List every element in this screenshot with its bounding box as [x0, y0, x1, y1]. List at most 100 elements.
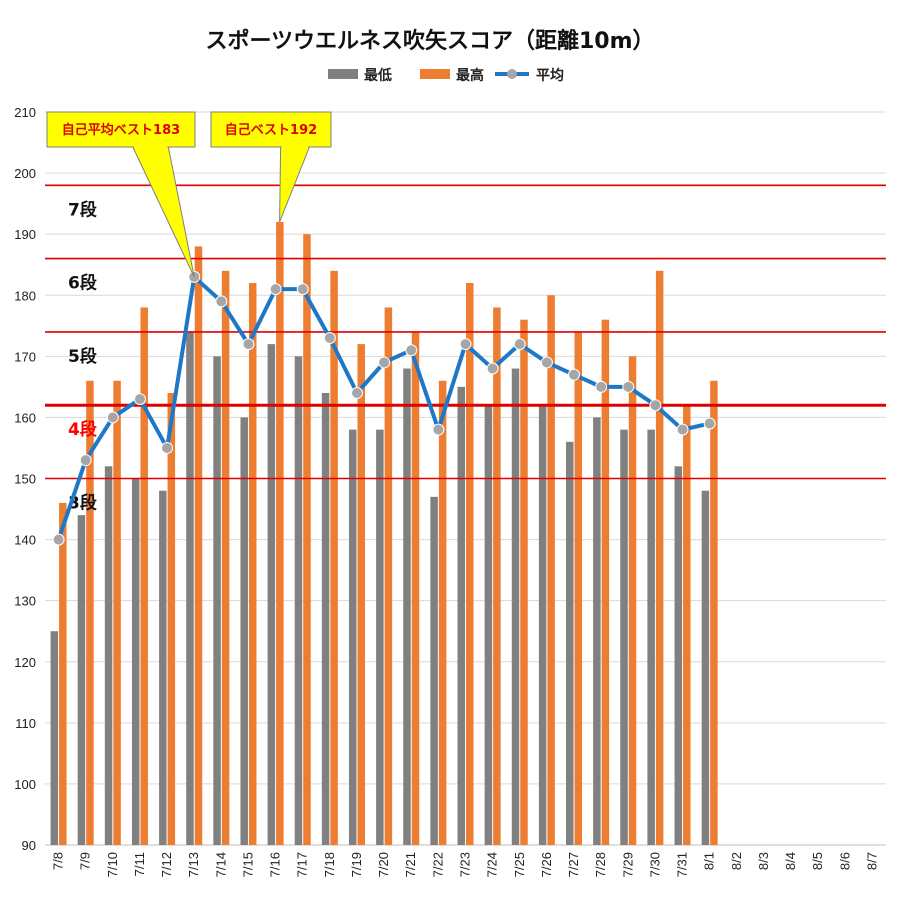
average-point: [595, 380, 608, 393]
y-tick-label: 200: [14, 166, 36, 181]
average-point: [405, 344, 418, 357]
bar-min: [538, 405, 547, 845]
x-tick-label: 7/17: [295, 852, 310, 877]
average-point: [296, 283, 309, 296]
bar-max: [194, 246, 203, 846]
bar-min: [321, 392, 330, 845]
y-tick-label: 110: [15, 716, 36, 731]
bars: [50, 221, 718, 846]
bar-min: [50, 631, 59, 845]
average-point: [79, 454, 92, 467]
bar-min: [186, 331, 194, 845]
x-tick-label: 7/26: [539, 852, 554, 877]
reference-lines: 7段 6段 5段 4段 3段: [45, 184, 886, 514]
x-tick-label: 8/1: [702, 852, 717, 870]
x-tick-label: 8/7: [864, 852, 879, 870]
legend: 最低 最高 平均: [328, 67, 564, 84]
bar-min: [430, 496, 438, 845]
legend-swatch: [420, 69, 450, 79]
y-tick-label: 190: [14, 227, 36, 242]
dan-label: 6段: [68, 273, 97, 294]
bar-max: [628, 356, 637, 845]
x-tick-label: 7/9: [78, 852, 93, 870]
x-tick-label: 7/8: [51, 852, 66, 870]
y-tick-label: 150: [14, 472, 36, 487]
callout-box: [46, 111, 196, 148]
y-tick-label: 100: [14, 777, 36, 792]
bar-min: [294, 356, 303, 845]
bar-min: [104, 466, 113, 845]
bar-min: [484, 405, 493, 845]
x-tick-label: 7/24: [485, 852, 500, 877]
bar-max: [248, 283, 257, 845]
x-tick-label: 8/2: [729, 852, 744, 870]
average-line: [56, 274, 711, 541]
bar-max: [710, 380, 718, 845]
average-point: [568, 368, 581, 381]
callout-text: 自己平均ベスト183: [62, 122, 180, 138]
average-point: [676, 423, 689, 436]
bar-max: [330, 270, 338, 846]
bar-max: [438, 380, 447, 845]
x-tick-label: 8/6: [837, 852, 852, 870]
x-tick-label: 7/30: [647, 852, 662, 877]
average-point: [323, 332, 336, 345]
x-tick-label: 7/28: [593, 852, 608, 877]
bar-max: [59, 502, 67, 845]
x-tick-label: 7/13: [186, 852, 201, 877]
x-tick-label: 7/25: [512, 852, 527, 877]
bar-min: [593, 417, 601, 845]
average-point: [622, 380, 635, 393]
bar-max: [683, 405, 691, 845]
bar-max: [86, 380, 94, 845]
y-tick-label: 180: [14, 288, 36, 303]
x-tick-label: 7/22: [430, 852, 445, 877]
legend-swatch: [328, 69, 358, 79]
dan-label: 4段: [68, 419, 97, 440]
y-tick-label: 90: [22, 838, 36, 853]
callout-text: 自己ベスト192: [225, 122, 317, 138]
x-tick-label: 7/11: [132, 852, 147, 876]
average-point: [649, 399, 662, 412]
x-tick-label: 7/31: [675, 852, 690, 877]
average-point: [215, 295, 228, 308]
x-tick-label: 7/10: [105, 852, 120, 877]
x-tick-label: 7/12: [159, 852, 174, 877]
bar-min: [376, 429, 384, 845]
x-tick-label: 7/15: [240, 852, 255, 877]
callout-pointer: [132, 146, 195, 278]
bar-min: [674, 466, 683, 845]
bar-min: [77, 515, 86, 845]
average-point: [242, 338, 255, 351]
bar-min: [131, 478, 140, 845]
bar-min: [159, 490, 167, 845]
x-tick-label: 7/20: [376, 852, 391, 877]
x-tick-label: 7/29: [620, 852, 635, 877]
x-tick-label: 7/27: [566, 852, 581, 877]
x-axis: 7/8 7/9 7/10 7/11 7/12 7/13 7/14 7/15 7/16 7/17 7/…: [51, 852, 880, 877]
bar-max: [357, 344, 365, 845]
average-point: [486, 362, 499, 375]
x-tick-label: 7/19: [349, 852, 364, 877]
callouts: 自己平均ベスト183 自己ベスト192: [46, 111, 332, 278]
bar-max: [466, 283, 474, 845]
legend-label: 平均: [536, 67, 564, 84]
average-point: [432, 423, 445, 436]
legend-label: 最低: [364, 67, 392, 84]
average-point: [52, 533, 65, 546]
bar-max: [493, 307, 501, 845]
y-axis: 90 100 110 120 130 140 150 160 170 180 190 200 210: [14, 105, 36, 853]
bar-min: [566, 441, 574, 845]
dan-label: 7段: [68, 199, 97, 220]
bar-min: [348, 429, 357, 845]
bar-max: [303, 234, 311, 845]
bar-min: [457, 386, 465, 845]
bar-max: [655, 270, 664, 846]
legend-label: 最高: [456, 67, 484, 84]
bar-max: [384, 307, 393, 845]
average-point: [161, 441, 174, 454]
x-tick-label: 7/21: [403, 852, 418, 877]
dan-label: 5段: [68, 346, 97, 367]
x-tick-label: 7/23: [458, 852, 473, 877]
